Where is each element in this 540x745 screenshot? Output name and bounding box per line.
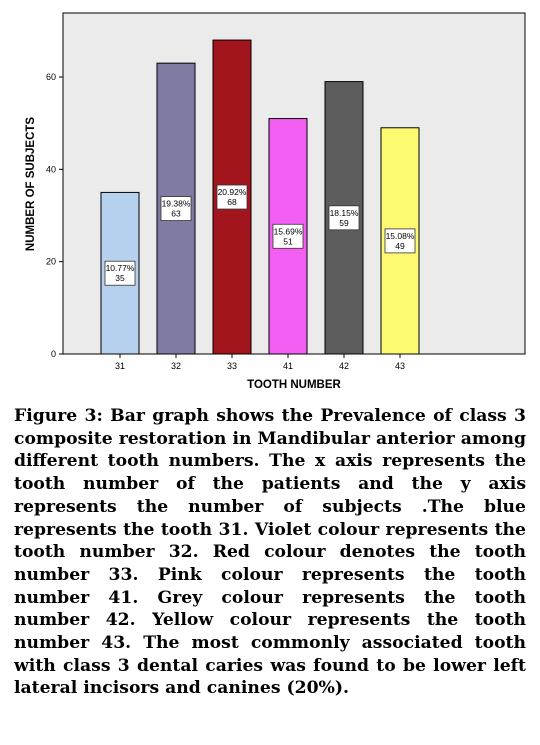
x-tick-label: 31 <box>115 361 125 371</box>
data-label-43: 15.08%49 <box>384 228 416 254</box>
x-tick-label: 33 <box>227 361 237 371</box>
data-label-percent: 20.92% <box>218 187 247 197</box>
data-label-box <box>272 223 304 249</box>
data-label-count: 49 <box>395 241 405 251</box>
y-tick-label: 40 <box>46 164 56 174</box>
data-label-32: 19.38%63 <box>160 196 192 221</box>
figure-caption: Figure 3: Bar graph shows the Prevalence… <box>14 406 526 699</box>
x-tick-label: 41 <box>283 361 293 371</box>
data-label-count: 68 <box>227 197 237 207</box>
data-label-percent: 15.69% <box>274 226 303 236</box>
data-label-percent: 10.77% <box>106 263 135 273</box>
data-label-box <box>216 184 248 210</box>
y-tick-label: 60 <box>46 72 56 82</box>
data-label-percent: 19.38% <box>162 199 191 209</box>
data-label-box <box>104 260 136 286</box>
data-label-percent: 18.15% <box>330 208 359 218</box>
data-label-count: 59 <box>339 218 349 228</box>
x-tick-label: 32 <box>171 361 181 371</box>
data-label-box <box>160 196 192 221</box>
x-tick-label: 42 <box>339 361 349 371</box>
data-label-percent: 15.08% <box>386 231 415 241</box>
data-label-42: 18.15%59 <box>328 205 360 231</box>
bar-chart: 10.77%35 19.38%63 20.92%68 15.69%51 18.15%59… <box>25 12 526 391</box>
data-label-count: 63 <box>171 209 181 219</box>
data-label-33: 20.92%68 <box>216 184 248 210</box>
data-label-41: 15.69%51 <box>272 223 304 249</box>
data-label-count: 51 <box>283 236 293 246</box>
x-tick-label: 43 <box>395 361 405 371</box>
data-label-box <box>384 228 416 254</box>
data-label-box <box>328 205 360 231</box>
data-label-31: 10.77%35 <box>104 260 136 286</box>
x-axis-title: TOOTH NUMBER <box>247 379 341 391</box>
y-tick-label: 20 <box>46 257 56 267</box>
y-axis-title: NUMBER OF SUBJECTS <box>25 117 37 252</box>
y-tick-label: 0 <box>51 349 56 359</box>
data-label-count: 35 <box>115 273 125 283</box>
